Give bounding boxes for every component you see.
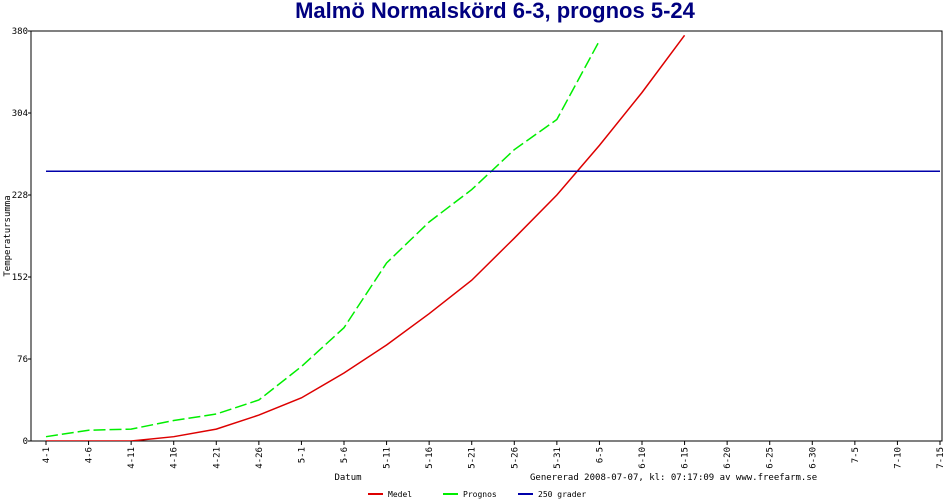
legend-label: Medel bbox=[388, 490, 412, 499]
x-tick-label: 5-11 bbox=[383, 447, 393, 469]
y-tick-label: 228 bbox=[12, 191, 28, 201]
x-tick-label: 5-1 bbox=[297, 447, 307, 463]
x-tick-label: 4-16 bbox=[170, 447, 180, 469]
y-tick-label: 152 bbox=[12, 273, 28, 283]
x-tick-label: 4-6 bbox=[85, 447, 95, 463]
x-tick-label: 7-10 bbox=[893, 447, 903, 469]
x-tick-label: 6-25 bbox=[766, 447, 776, 469]
x-tick-label: 6-10 bbox=[638, 447, 648, 469]
x-tick-label: 5-6 bbox=[340, 447, 350, 463]
series-line bbox=[46, 34, 686, 441]
y-tick-label: 304 bbox=[12, 109, 28, 119]
x-tick-label: 6-15 bbox=[681, 447, 691, 469]
footer: Genererad 2008-07-07, kl: 07:17:09 av ww… bbox=[530, 473, 817, 483]
x-tick-label: 5-21 bbox=[468, 447, 478, 469]
plot-frame bbox=[30, 30, 943, 442]
x-tick-label: 7-15 bbox=[936, 447, 946, 469]
y-axis-label: Temperatursumma bbox=[3, 195, 13, 276]
x-tick-label: 4-26 bbox=[255, 447, 265, 469]
x-tick-label: 6-20 bbox=[723, 447, 733, 469]
lines bbox=[45, 34, 940, 441]
series-line bbox=[45, 40, 601, 438]
x-tick-label: 5-31 bbox=[553, 447, 563, 469]
x-tick-label: 6-5 bbox=[595, 447, 605, 463]
x-tick-label: 5-16 bbox=[425, 447, 435, 469]
y-tick-label: 0 bbox=[23, 437, 28, 447]
x-tick-label: 4-1 bbox=[42, 447, 52, 463]
legend-label: Prognos bbox=[463, 490, 497, 499]
x-tick-label: 5-26 bbox=[510, 447, 520, 469]
x-axis-label: Datum bbox=[334, 473, 361, 483]
legend-label: 250 grader bbox=[538, 490, 586, 499]
x-tick-label: 4-11 bbox=[127, 447, 137, 469]
y-tick-label: 76 bbox=[17, 355, 28, 365]
x-tick-label: 4-21 bbox=[212, 447, 222, 469]
x-tick-label: 7-5 bbox=[851, 447, 861, 463]
x-tick-label: 6-30 bbox=[808, 447, 818, 469]
y-tick-label: 380 bbox=[12, 27, 28, 37]
chart-title: Malmö Normalskörd 6-3, prognos 5-24 bbox=[295, 0, 696, 23]
